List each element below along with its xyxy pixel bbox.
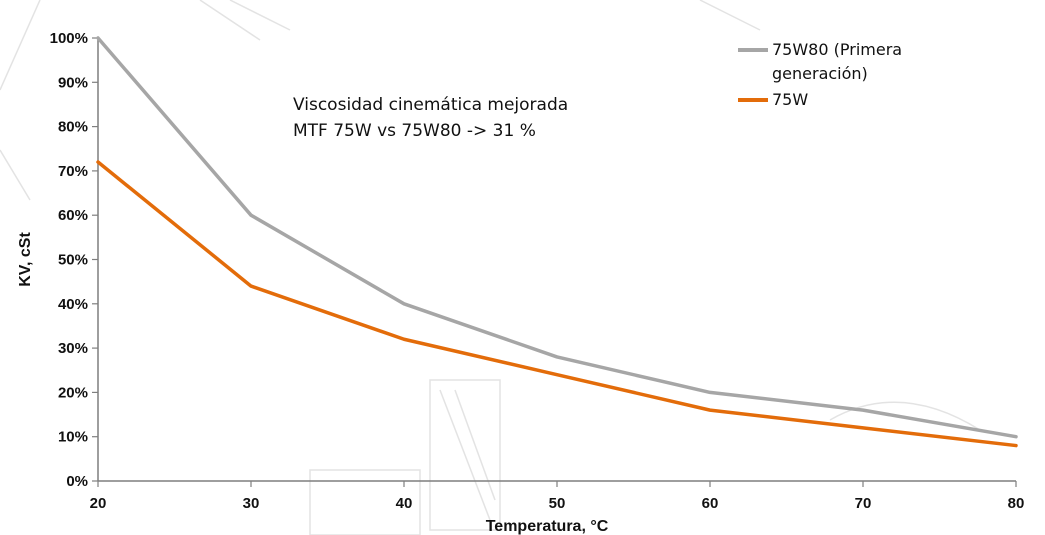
annotation-line-1: Viscosidad cinemática mejorada — [293, 95, 568, 115]
legend-label-1: 75W80 (Primera — [772, 40, 902, 59]
y-axis-title: KV, cSt — [17, 232, 34, 287]
y-tick-label: 20% — [58, 384, 88, 401]
y-tick-label: 100% — [50, 30, 88, 47]
y-tick-label: 40% — [58, 296, 88, 313]
x-tick-label: 80 — [1008, 495, 1025, 512]
x-tick-label: 30 — [243, 495, 260, 512]
y-tick-label: 0% — [66, 473, 88, 490]
legend: 75W80 (Primera generación) 75W — [738, 40, 902, 109]
y-tick-label: 50% — [58, 252, 88, 269]
y-tick-label: 70% — [58, 163, 88, 180]
y-tick-label: 60% — [58, 207, 88, 224]
legend-label-1: generación) — [772, 64, 868, 83]
y-tick-label: 30% — [58, 340, 88, 357]
x-tick-label: 20 — [90, 495, 107, 512]
tick-labels: 0% 10% 20% 30% 40% 50% 60% 70% 80% 90% 100% 20 30 40 5… — [50, 30, 1025, 512]
annotation: Viscosidad cinemática mejorada MTF 75W vs… — [293, 95, 568, 141]
legend-label-2: 75W — [772, 90, 808, 109]
annotation-line-2: MTF 75W vs 75W80 -> 31 % — [293, 121, 536, 141]
x-tick-label: 60 — [702, 495, 719, 512]
y-tick-label: 90% — [58, 74, 88, 91]
x-tick-label: 40 — [396, 495, 413, 512]
axis-titles: Temperatura, °C KV, cSt — [17, 232, 609, 535]
x-tick-label: 50 — [549, 495, 566, 512]
y-tick-label: 80% — [58, 119, 88, 136]
x-axis-title: Temperatura, °C — [486, 518, 609, 535]
series-lines — [96, 36, 1018, 448]
axes — [92, 37, 1017, 487]
x-tick-label: 70 — [855, 495, 872, 512]
y-tick-label: 10% — [58, 429, 88, 446]
